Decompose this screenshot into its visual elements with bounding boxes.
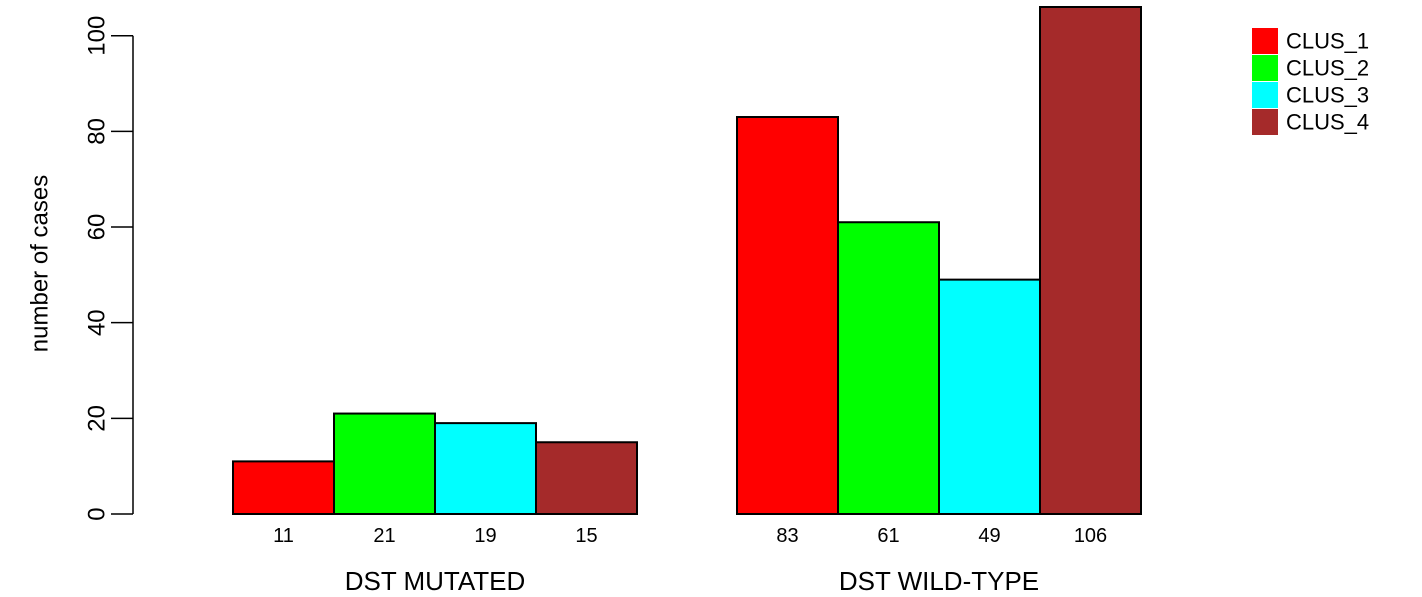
bar (837, 221, 940, 516)
bar-value-label: 21 (373, 525, 395, 547)
legend-swatch (1252, 28, 1278, 54)
group-labels: DST MUTATED DST WILD-TYPE (345, 566, 1039, 596)
bar-value-label: 83 (776, 525, 798, 547)
legend-label: CLUS_4 (1286, 110, 1369, 135)
category-label: DST WILD-TYPE (839, 566, 1039, 596)
bar (333, 412, 436, 516)
legend-swatch (1252, 109, 1278, 135)
bar (434, 422, 537, 516)
bars: 11 21 19 15 83 61 49 106 (232, 6, 1142, 547)
bar-value-label: 11 (273, 525, 294, 547)
bar (535, 441, 638, 516)
y-tick-label: 40 (84, 309, 111, 336)
bar-value-label: 61 (877, 525, 899, 547)
bar (736, 116, 839, 516)
y-axis: 0 20 40 60 80 100 (84, 16, 134, 521)
bar (1039, 6, 1142, 515)
bar-value-label: 106 (1074, 525, 1107, 547)
bar (938, 278, 1041, 515)
legend-swatch (1252, 82, 1278, 108)
y-tick-label: 20 (84, 405, 111, 432)
bar-value-label: 49 (978, 525, 1000, 547)
y-tick-label: 100 (84, 16, 111, 56)
y-tick-label: 60 (84, 214, 111, 241)
legend-label: CLUS_3 (1286, 83, 1369, 108)
bar-value-label: 19 (474, 525, 496, 547)
category-label: DST MUTATED (345, 566, 526, 596)
legend-label: CLUS_1 (1286, 29, 1369, 54)
y-tick-label: 0 (84, 507, 111, 520)
bar (232, 460, 335, 515)
bar-value-label: 15 (575, 525, 597, 547)
y-axis-label: number of cases (27, 175, 54, 352)
legend-swatch (1252, 55, 1278, 81)
y-tick-label: 80 (84, 118, 111, 145)
legend-label: CLUS_2 (1286, 56, 1369, 81)
